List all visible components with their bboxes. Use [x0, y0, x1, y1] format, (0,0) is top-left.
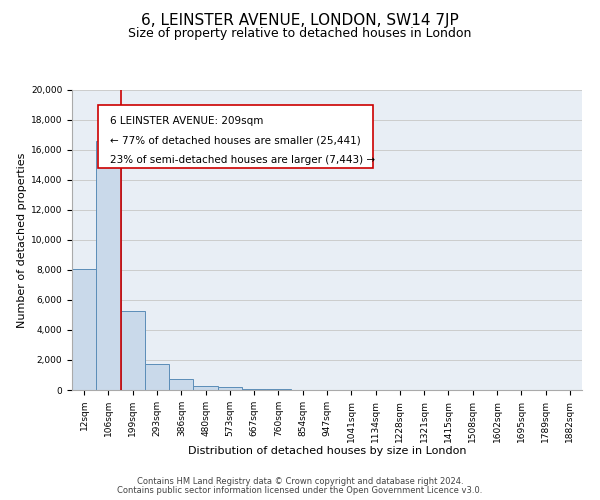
- Text: 6, LEINSTER AVENUE, LONDON, SW14 7JP: 6, LEINSTER AVENUE, LONDON, SW14 7JP: [141, 12, 459, 28]
- Text: Contains HM Land Registry data © Crown copyright and database right 2024.: Contains HM Land Registry data © Crown c…: [137, 477, 463, 486]
- Bar: [193, 386, 218, 390]
- Y-axis label: Number of detached properties: Number of detached properties: [17, 152, 26, 328]
- Text: Size of property relative to detached houses in London: Size of property relative to detached ho…: [128, 28, 472, 40]
- Text: 23% of semi-detached houses are larger (7,443) →: 23% of semi-detached houses are larger (…: [110, 154, 376, 164]
- X-axis label: Distribution of detached houses by size in London: Distribution of detached houses by size …: [188, 446, 466, 456]
- Text: Contains public sector information licensed under the Open Government Licence v3: Contains public sector information licen…: [118, 486, 482, 495]
- Bar: [169, 379, 193, 390]
- Text: 6 LEINSTER AVENUE: 209sqm: 6 LEINSTER AVENUE: 209sqm: [110, 116, 263, 126]
- Bar: [121, 310, 145, 390]
- Bar: [242, 388, 266, 390]
- Bar: [72, 268, 96, 390]
- Bar: [145, 364, 169, 390]
- Bar: [218, 387, 242, 390]
- FancyBboxPatch shape: [97, 105, 373, 168]
- Text: ← 77% of detached houses are smaller (25,441): ← 77% of detached houses are smaller (25…: [110, 135, 361, 145]
- Bar: [96, 141, 121, 390]
- Bar: [266, 388, 290, 390]
